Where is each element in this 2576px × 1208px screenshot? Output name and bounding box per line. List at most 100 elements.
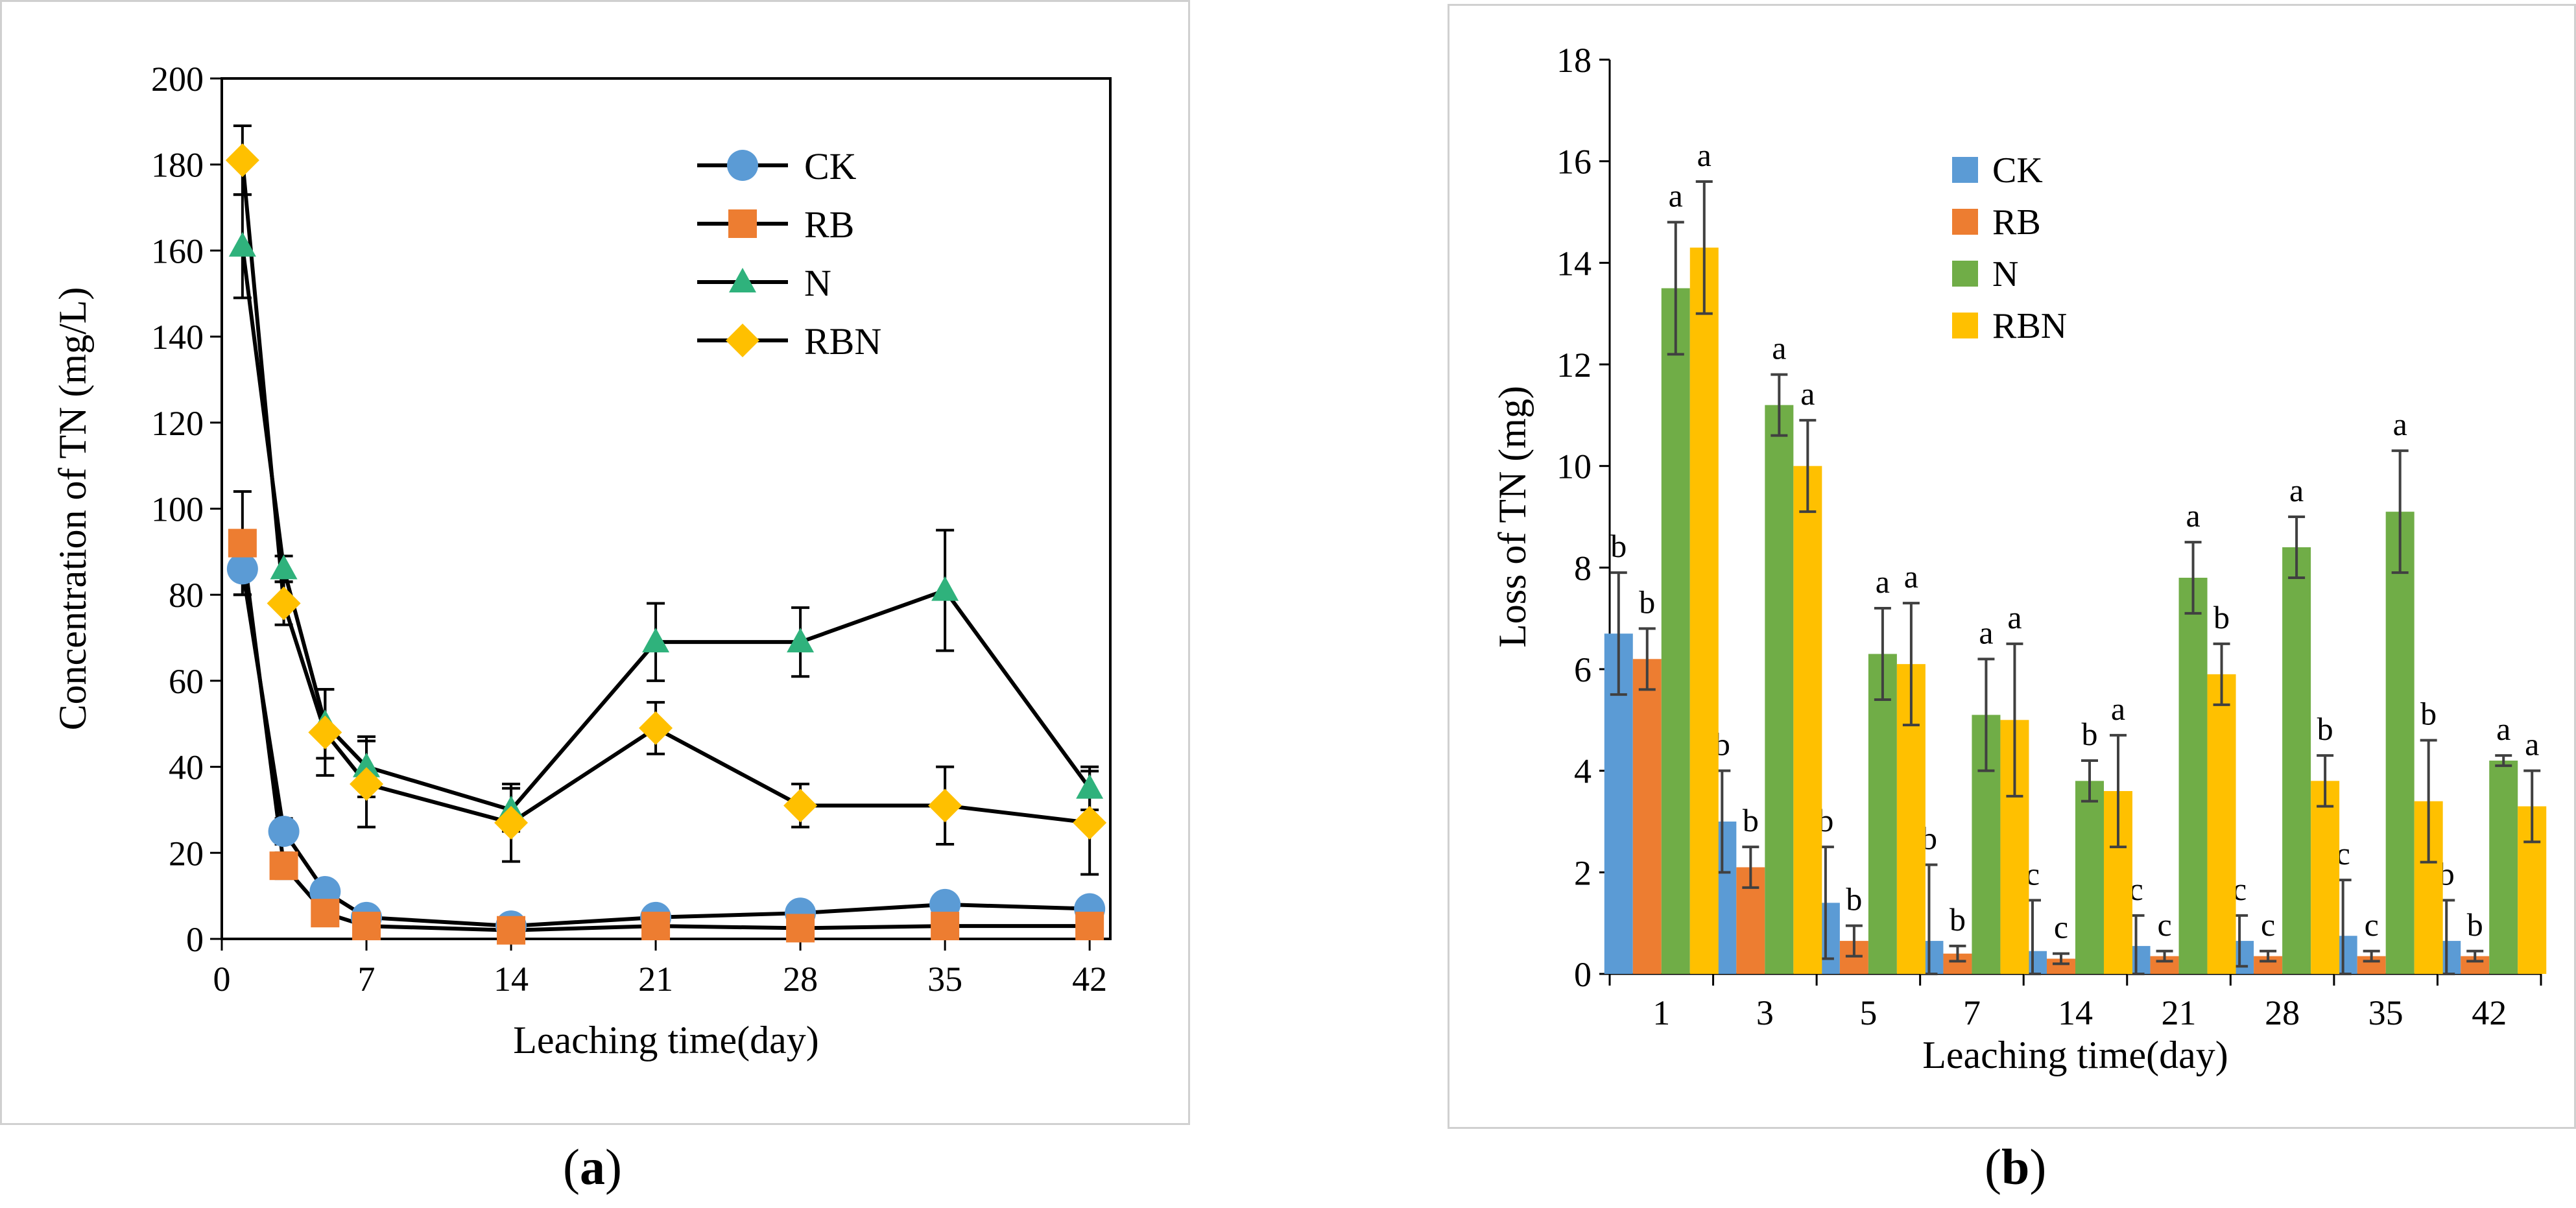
chart-b-bar-n: [2385, 512, 2415, 974]
chart-b-bar-rbn: [1689, 247, 1719, 974]
chart-a-x-tick-label: 14: [494, 960, 529, 999]
chart-b-significance-letter-rb: c: [2261, 906, 2275, 943]
chart-b-bar-rbn: [1793, 466, 1822, 974]
chart-b-bar-n: [1868, 654, 1897, 974]
chart-a-point-ck: [226, 553, 258, 585]
chart-b-significance-letter-rb: c: [2054, 909, 2068, 945]
chart-b-x-tick-label: 28: [2265, 993, 2300, 1032]
chart-b-x-tick-label: 1: [1652, 993, 1670, 1032]
chart-b-bar-rbn: [2311, 781, 2340, 974]
chart-a-point-rb: [931, 912, 960, 941]
chart-a-x-tick-label: 0: [213, 960, 231, 999]
chart-a-line-ck: [240, 568, 1090, 929]
chart-b-significance-letter-ck: c: [2025, 855, 2040, 892]
chart-a-x-axis-label: Leaching time(day): [513, 1019, 818, 1061]
chart-a-y-tick-label: 200: [151, 60, 204, 99]
chart-a-point-rbn: [225, 143, 259, 178]
chart-b-significance-letter-rbn: b: [2317, 711, 2333, 747]
chart-b-significance-letter-rb: c: [2157, 906, 2171, 943]
chart-a-legend-label-rb: RB: [804, 204, 854, 246]
chart-b-significance-letter-rbn: b: [2213, 599, 2230, 635]
chart-b-significance-letter-rb: b: [2467, 906, 2483, 943]
chart-b-legend-label-rbn: RBN: [1992, 306, 2067, 346]
chart-b-significance-letter-n: a: [1876, 563, 1890, 600]
chart-a-line: 0 20 40 60 80 100 120 140 160 180 200 0 7 14 21 28 35 42 L…: [51, 60, 1112, 1061]
chart-b-significance-letter-n: a: [1979, 614, 1993, 650]
chart-a-x-tick-label: 28: [783, 960, 818, 999]
chart-b-significance-letter-rbn: a: [2007, 599, 2021, 635]
chart-b-significance-letter-rbn: a: [1697, 137, 1711, 173]
chart-b-bar-rb: [1632, 659, 1662, 974]
chart-b-bar-n: [2489, 761, 2518, 974]
chart-b-x-tick-label: 5: [1859, 993, 1877, 1032]
chart-b-x-tick-label: 35: [2368, 993, 2403, 1032]
chart-b-significance-letter-n: a: [1669, 178, 1683, 214]
chart-a-legend-label-ck: CK: [804, 145, 857, 187]
chart-a-x-tick-label: 7: [358, 960, 376, 999]
chart-a-legend-marker-ck: [727, 150, 758, 181]
chart-b-significance-letter-n: a: [2186, 497, 2200, 534]
chart-a-point-n: [931, 576, 959, 601]
caption-b-close: ): [2029, 1139, 2047, 1195]
caption-a-close: ): [604, 1139, 622, 1195]
chart-a-point-n: [787, 628, 815, 653]
chart-b-significance-letter-rb: b: [1743, 802, 1759, 838]
chart-b-y-tick-label: 2: [1574, 853, 1592, 892]
chart-a-point-n: [353, 752, 381, 777]
chart-a-point-rb: [1075, 912, 1104, 941]
caption-a: (a): [563, 1138, 622, 1196]
chart-a-y-tick-label: 180: [151, 146, 204, 185]
caption-b-open: (: [1985, 1139, 2001, 1195]
chart-b-bar-rbn: [2207, 674, 2236, 974]
chart-b-y-tick-label: 8: [1574, 549, 1592, 587]
chart-a-y-tick-label: 20: [169, 834, 204, 873]
chart-b-x-tick-label: 42: [2472, 993, 2507, 1032]
chart-a-point-rbn: [494, 805, 529, 840]
chart-b-significance-letter-ck: c: [2232, 871, 2247, 907]
chart-b-bar-n: [2178, 578, 2208, 974]
chart-b-significance-letter-rbn: a: [1904, 558, 1918, 595]
chart-a-point-rb: [352, 912, 381, 941]
chart-b-significance-letter-ck: c: [2336, 835, 2350, 871]
chart-b-y-tick-label: 18: [1556, 41, 1592, 80]
caption-b: (b): [1985, 1138, 2046, 1196]
chart-b-legend-swatch-rbn: [1952, 313, 1978, 338]
chart-a-y-axis-label: Concentration of TN (mg/L): [51, 287, 94, 731]
chart-b-significance-letter-ck: c: [2129, 871, 2143, 907]
chart-b-bar-n: [1661, 288, 1690, 974]
chart-b-significance-letter-ck: b: [1610, 528, 1627, 564]
chart-a-point-n: [270, 554, 298, 580]
chart-a-point-rb: [269, 851, 298, 881]
chart-a-point-rb: [641, 912, 671, 941]
chart-a-point-n: [1076, 774, 1104, 799]
chart-b-significance-letter-rbn: b: [2420, 696, 2437, 732]
chart-b-bar-n: [1765, 405, 1794, 974]
chart-b-legend-label-rb: RB: [1992, 202, 2041, 243]
chart-b-y-tick-label: 12: [1556, 346, 1592, 385]
chart-a-point-rbn: [308, 715, 342, 750]
chart-b-significance-letter-rbn: a: [2111, 691, 2125, 727]
chart-a-y-tick-label: 160: [151, 231, 204, 270]
chart-a-legend-marker-n: [729, 268, 756, 292]
chart-a-y-tick-label: 100: [151, 490, 204, 529]
chart-a-legend-label-n: N: [804, 262, 831, 304]
chart-b-y-axis-label: Loss of TN (mg): [1491, 386, 1534, 648]
chart-b-x-tick-label: 14: [2058, 993, 2093, 1032]
chart-a-legend-marker-rbn: [726, 324, 759, 357]
chart-a-x-tick-label: 21: [638, 960, 673, 999]
chart-a-x-tick-label: 35: [927, 960, 962, 999]
chart-b-significance-letter-n: a: [2289, 472, 2304, 508]
chart-b-x-axis-label: Leaching time(day): [1922, 1034, 2228, 1076]
chart-b-x-tick-label: 7: [1963, 993, 1981, 1032]
chart-b-legend-label-ck: CK: [1992, 150, 2043, 191]
chart-b-y-tick-label: 16: [1556, 143, 1592, 182]
chart-a-point-rbn: [783, 788, 818, 823]
chart-b-significance-letter-rbn: a: [2525, 726, 2539, 763]
chart-b-significance-letter-rb: b: [1950, 901, 1966, 938]
chart-a-x-tick-label: 42: [1072, 960, 1107, 999]
chart-b-significance-letter-rb: b: [1639, 584, 1655, 620]
chart-b-y-tick-label: 10: [1556, 447, 1592, 486]
chart-b-y-tick-label: 0: [1574, 955, 1592, 994]
